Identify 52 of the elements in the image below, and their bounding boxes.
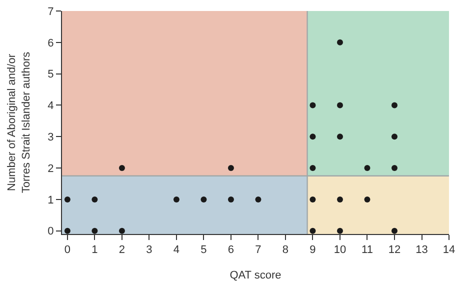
- y-tick-label: 6: [48, 37, 54, 50]
- x-tick-label: 4: [173, 244, 180, 256]
- x-tick-label: 13: [416, 244, 428, 256]
- point: [118, 228, 125, 234]
- y-tick-label: 1: [48, 194, 54, 206]
- point: [391, 102, 398, 108]
- x-tick-label: 0: [64, 244, 71, 256]
- x-tick-label: 8: [282, 244, 289, 256]
- x-axis-title: QAT score: [230, 269, 282, 282]
- point: [64, 228, 70, 234]
- x-tick-label: 9: [310, 244, 316, 256]
- point: [391, 165, 398, 172]
- point: [92, 228, 98, 234]
- x-tick-label: 5: [200, 244, 207, 256]
- point: [391, 134, 398, 140]
- x-tick-label: 1: [92, 244, 98, 256]
- x-tick-label: 10: [334, 244, 346, 256]
- x-tick-label: 11: [362, 244, 373, 256]
- point: [310, 196, 316, 202]
- point: [255, 196, 262, 202]
- point: [92, 196, 98, 202]
- x-tick-label: 14: [442, 244, 456, 256]
- x-tick-label: 7: [255, 244, 262, 256]
- y-tick-label: 7: [48, 6, 54, 18]
- point: [391, 228, 398, 234]
- point: [310, 102, 316, 108]
- point: [310, 228, 316, 234]
- x-tick-label: 3: [146, 244, 152, 256]
- point: [310, 165, 316, 172]
- y-tick-label: 3: [48, 131, 54, 144]
- point: [310, 134, 316, 140]
- point: [118, 165, 125, 172]
- point: [200, 196, 207, 202]
- point: [228, 165, 234, 172]
- y-tick-label: 2: [48, 162, 54, 175]
- x-tick-label: 2: [118, 244, 126, 256]
- point: [336, 39, 343, 46]
- y-tick-label: 4: [48, 100, 54, 112]
- x-tick-label: 12: [388, 244, 401, 256]
- point: [364, 165, 370, 172]
- point: [173, 196, 180, 202]
- y-axis-title: Number of Aboriginal and/or Torres Strait Islander authors: [6, 51, 32, 194]
- point: [336, 228, 343, 234]
- y-tick-label: 5: [48, 68, 54, 81]
- point: [336, 196, 343, 202]
- x-tick-label: 6: [228, 244, 234, 256]
- point: [336, 134, 343, 140]
- point: [364, 196, 370, 202]
- point: [336, 102, 343, 108]
- y-tick-label: 0: [48, 226, 54, 238]
- point: [64, 196, 70, 202]
- point: [228, 196, 234, 202]
